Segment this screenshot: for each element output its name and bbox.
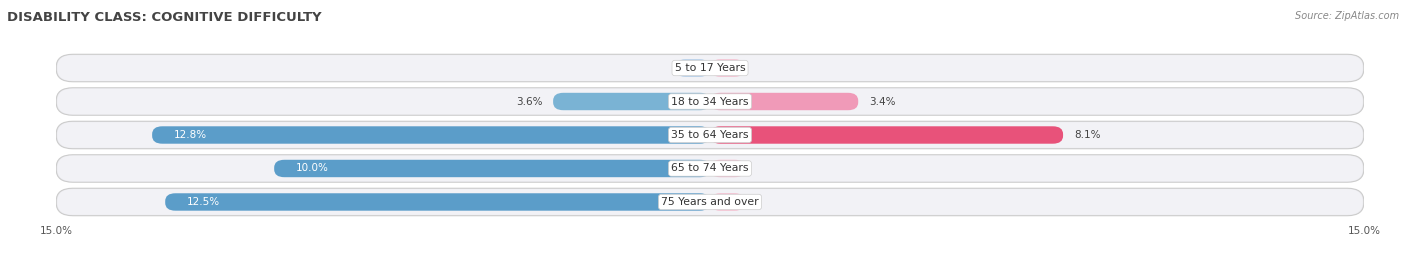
FancyBboxPatch shape [58, 89, 1362, 114]
FancyBboxPatch shape [166, 193, 710, 211]
FancyBboxPatch shape [56, 121, 1364, 149]
Text: 0.0%: 0.0% [721, 197, 747, 207]
Text: 8.1%: 8.1% [1074, 130, 1101, 140]
Text: 5 to 17 Years: 5 to 17 Years [675, 63, 745, 73]
Text: 0.0%: 0.0% [673, 63, 699, 73]
FancyBboxPatch shape [56, 188, 1364, 216]
FancyBboxPatch shape [710, 59, 745, 77]
FancyBboxPatch shape [710, 160, 745, 177]
FancyBboxPatch shape [710, 93, 858, 110]
FancyBboxPatch shape [152, 126, 710, 144]
FancyBboxPatch shape [710, 193, 745, 211]
FancyBboxPatch shape [56, 155, 1364, 182]
Text: DISABILITY CLASS: COGNITIVE DIFFICULTY: DISABILITY CLASS: COGNITIVE DIFFICULTY [7, 11, 322, 24]
Text: 65 to 74 Years: 65 to 74 Years [671, 164, 749, 174]
Text: 12.8%: 12.8% [174, 130, 207, 140]
Text: 75 Years and over: 75 Years and over [661, 197, 759, 207]
Text: 0.0%: 0.0% [721, 164, 747, 174]
Text: 0.0%: 0.0% [721, 63, 747, 73]
FancyBboxPatch shape [58, 189, 1362, 215]
Text: Source: ZipAtlas.com: Source: ZipAtlas.com [1295, 11, 1399, 21]
Text: 12.5%: 12.5% [187, 197, 221, 207]
FancyBboxPatch shape [56, 54, 1364, 82]
FancyBboxPatch shape [274, 160, 710, 177]
FancyBboxPatch shape [675, 59, 710, 77]
FancyBboxPatch shape [56, 88, 1364, 115]
FancyBboxPatch shape [58, 156, 1362, 181]
FancyBboxPatch shape [58, 122, 1362, 148]
Text: 18 to 34 Years: 18 to 34 Years [671, 96, 749, 106]
FancyBboxPatch shape [710, 126, 1063, 144]
FancyBboxPatch shape [553, 93, 710, 110]
Text: 35 to 64 Years: 35 to 64 Years [671, 130, 749, 140]
Text: 3.6%: 3.6% [516, 96, 543, 106]
Text: 10.0%: 10.0% [295, 164, 329, 174]
Text: 3.4%: 3.4% [869, 96, 896, 106]
FancyBboxPatch shape [58, 55, 1362, 81]
